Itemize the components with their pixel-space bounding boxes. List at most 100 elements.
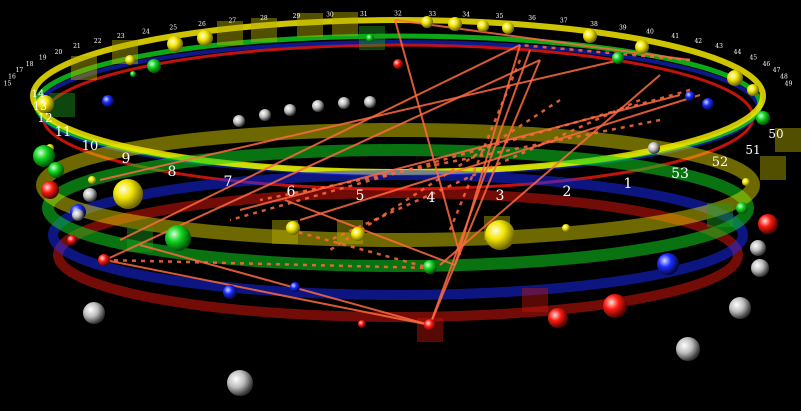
number-label: 10 [82, 139, 99, 154]
number-label: 14 [32, 89, 45, 100]
red-sphere-node [41, 181, 59, 199]
ring-cube-marker [707, 203, 733, 227]
red-sphere-node [98, 254, 110, 266]
number-label: 6 [287, 184, 296, 200]
green-sphere-node [736, 202, 748, 214]
yellow-sphere-node [485, 220, 515, 250]
link-line [519, 43, 691, 62]
green-sphere-node [48, 162, 64, 178]
number-label: 33 [428, 11, 436, 18]
green-sphere-node [423, 260, 437, 274]
link-layer [99, 19, 701, 326]
yellow-sphere-node [502, 22, 514, 34]
blue-sphere-node [702, 98, 714, 110]
yellow-sphere-node [167, 36, 183, 52]
yellow-sphere-node [113, 179, 143, 209]
grey-sphere-node [227, 370, 253, 396]
ring-cube-marker [760, 156, 786, 180]
number-label: 38 [590, 21, 598, 28]
yellow-sphere-node [351, 227, 365, 241]
grey-sphere-node [72, 209, 84, 221]
link-line [329, 98, 561, 252]
green-sphere-node [130, 71, 136, 77]
number-label: 42 [694, 38, 702, 45]
number-label: 9 [122, 151, 131, 167]
ring-cube-marker [251, 18, 277, 42]
blue-sphere-node [657, 253, 679, 275]
green-sphere-node [165, 225, 191, 251]
green-sphere-node [366, 34, 374, 42]
number-label: 49 [785, 80, 793, 87]
number-label: 25 [169, 24, 177, 31]
number-label: 30 [326, 12, 334, 19]
grey-sphere-node [751, 259, 769, 277]
link-line [439, 74, 661, 266]
red-sphere-node [758, 214, 778, 234]
number-label: 45 [749, 55, 757, 62]
number-label: 22 [94, 38, 102, 45]
number-label: 15 [4, 80, 12, 87]
ring-cube-marker [775, 128, 801, 152]
number-label: 41 [671, 33, 679, 40]
yellow-sphere-node [583, 29, 597, 43]
number-label: 18 [26, 61, 34, 68]
blue-sphere-node [685, 91, 695, 101]
number-label: 1 [624, 176, 633, 192]
yellow-sphere-node [197, 30, 213, 46]
green-sphere-node [612, 52, 624, 64]
number-label: 17 [16, 67, 24, 74]
number-label: 34 [462, 12, 470, 19]
green-sphere-node [756, 111, 770, 125]
grey-sphere-node [676, 337, 700, 361]
number-label: 4 [427, 190, 436, 206]
red-sphere-node [67, 235, 77, 245]
red-sphere-node [603, 294, 627, 318]
yellow-sphere-node [562, 224, 570, 232]
number-label: 23 [117, 33, 125, 40]
number-label: 51 [745, 143, 760, 157]
number-label: 21 [73, 43, 81, 50]
green-sphere-node [147, 59, 161, 73]
number-label: 13 [33, 100, 47, 113]
yellow-sphere-node [286, 221, 300, 235]
number-label: 43 [715, 43, 723, 50]
number-label: 44 [734, 49, 742, 56]
number-label: 36 [528, 15, 536, 22]
number-label: 16 [8, 74, 16, 81]
ring-cube-marker [332, 12, 358, 36]
number-label: 40 [646, 28, 654, 35]
red-sphere-node [548, 308, 568, 328]
yellow-sphere-node [727, 70, 743, 86]
number-label: 37 [560, 18, 568, 25]
link-line [104, 258, 431, 270]
number-label: 2 [563, 184, 572, 200]
number-label: 27 [228, 18, 236, 25]
number-label: 50 [768, 127, 783, 141]
number-label: 46 [763, 61, 771, 68]
number-label: 7 [224, 174, 233, 190]
red-sphere-node [424, 319, 436, 331]
grey-sphere-node [729, 297, 751, 319]
number-label: 12 [37, 111, 52, 125]
blue-ring-bottom [48, 170, 748, 300]
link-line [104, 259, 431, 326]
number-label: 31 [360, 11, 368, 18]
number-label: 8 [168, 164, 177, 180]
number-label: 5 [356, 188, 365, 204]
link-line [229, 88, 691, 222]
yellow-sphere-node [125, 55, 135, 65]
number-label: 20 [55, 49, 63, 56]
link-line [329, 98, 641, 242]
grey-sphere-node [284, 104, 296, 116]
grey-sphere-node [750, 240, 766, 256]
number-label: 24 [142, 28, 150, 35]
link-line [394, 19, 461, 256]
yellow-sphere-node [421, 16, 433, 28]
link-line [119, 44, 521, 241]
yellow-sphere-node [36, 95, 54, 113]
yellow-sphere-node [88, 176, 96, 184]
number-label: 47 [773, 67, 781, 74]
number-label: 53 [671, 166, 689, 182]
